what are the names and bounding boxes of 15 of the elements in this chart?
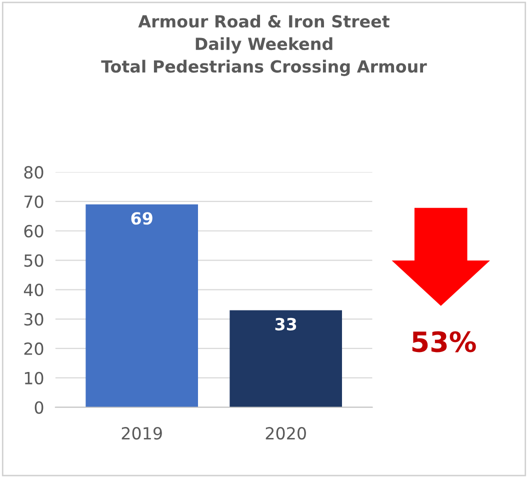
y-tick-label: 50 <box>24 254 44 267</box>
y-tick-label: 70 <box>24 195 44 208</box>
y-tick-label: 0 <box>34 401 44 414</box>
y-tick-label: 20 <box>24 342 44 356</box>
y-tick-label: 60 <box>24 224 44 238</box>
y-tick-label: 10 <box>24 372 44 384</box>
data-label: 33 <box>275 318 296 330</box>
y-tick-label: 80 <box>24 166 44 179</box>
x-tick-label: 2020 <box>266 426 306 440</box>
text: 53% <box>412 331 476 352</box>
y-tick-label: 30 <box>24 313 44 326</box>
data-label: 69 <box>131 212 152 225</box>
x-tick-label: 2019 <box>122 426 162 440</box>
chart-title: Armour Road & Iron Street Daily Weekend Total Pedestrians Crossing Armour <box>101 14 427 76</box>
y-tick-label: 40 <box>24 284 44 296</box>
